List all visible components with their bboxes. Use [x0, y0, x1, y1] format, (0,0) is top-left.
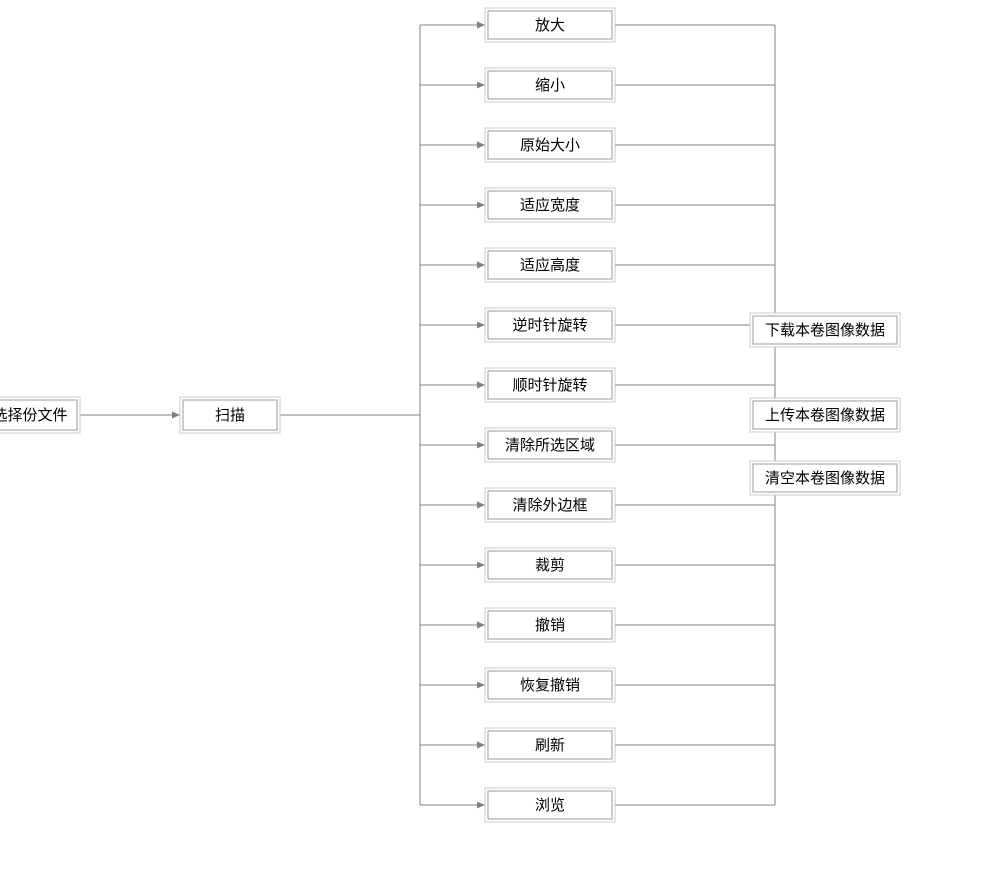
node-label-m12: 刷新: [535, 737, 565, 754]
node-m0: 放大: [485, 8, 615, 42]
node-m11: 恢复撤销: [485, 668, 615, 702]
node-label-m7: 清除所选区域: [505, 437, 595, 454]
node-m12: 刷新: [485, 728, 615, 762]
node-label-m4: 适应高度: [520, 256, 580, 274]
node-m4: 适应高度: [485, 248, 615, 282]
node-r2: 清空本卷图像数据: [750, 461, 900, 495]
node-m5: 逆时针旋转: [485, 308, 615, 342]
node-label-r0: 下载本卷图像数据: [765, 322, 885, 339]
node-label-select: 选择份文件: [0, 407, 68, 424]
node-label-m3: 适应宽度: [520, 196, 580, 214]
node-label-r1: 上传本卷图像数据: [765, 407, 885, 424]
node-scan: 扫描: [180, 397, 280, 433]
node-m3: 适应宽度: [485, 188, 615, 222]
node-label-r2: 清空本卷图像数据: [765, 470, 885, 487]
flowchart-diagram: 选择份文件扫描放大缩小原始大小适应宽度适应高度逆时针旋转顺时针旋转清除所选区域清…: [0, 0, 1000, 870]
node-m8: 清除外边框: [485, 488, 615, 522]
node-m7: 清除所选区域: [485, 428, 615, 462]
node-label-m0: 放大: [535, 17, 565, 34]
node-label-m13: 浏览: [535, 797, 565, 814]
node-label-m10: 撤销: [535, 617, 565, 634]
node-m2: 原始大小: [485, 128, 615, 162]
node-label-m9: 裁剪: [535, 557, 565, 574]
node-m13: 浏览: [485, 788, 615, 822]
node-m10: 撤销: [485, 608, 615, 642]
node-label-m6: 顺时针旋转: [512, 377, 587, 394]
node-m6: 顺时针旋转: [485, 368, 615, 402]
node-m1: 缩小: [485, 68, 615, 102]
node-label-m5: 逆时针旋转: [512, 317, 587, 334]
node-select: 选择份文件: [0, 397, 80, 433]
node-r0: 下载本卷图像数据: [750, 313, 900, 347]
node-label-m1: 缩小: [535, 77, 565, 94]
node-label-m11: 恢复撤销: [520, 676, 580, 694]
node-label-scan: 扫描: [215, 407, 245, 424]
node-m9: 裁剪: [485, 548, 615, 582]
node-r1: 上传本卷图像数据: [750, 398, 900, 432]
node-label-m2: 原始大小: [520, 137, 580, 154]
node-label-m8: 清除外边框: [512, 497, 587, 514]
